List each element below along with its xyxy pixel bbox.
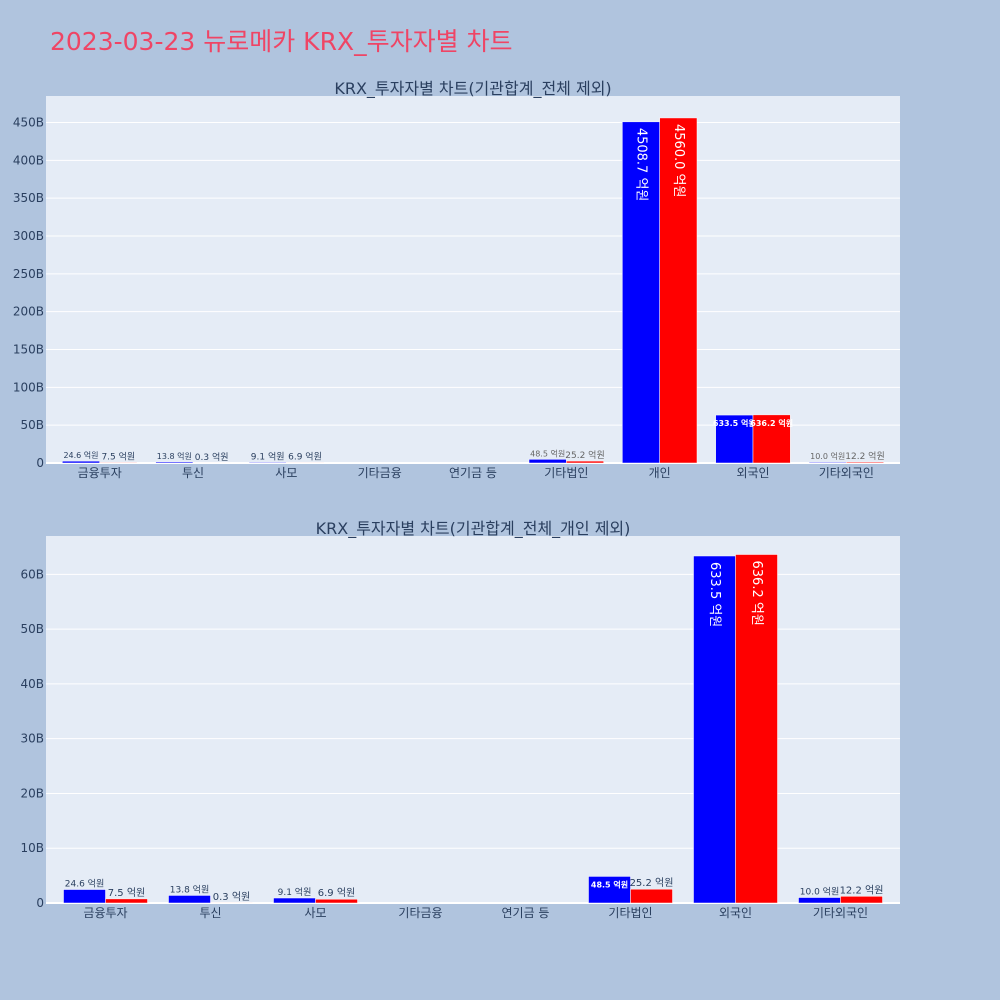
chart1-y-tick-label: 0 xyxy=(36,456,44,470)
chart2-title: KRX_투자자별 차트(기관합계_전체_개인 제외) xyxy=(316,519,631,539)
chart2-data-label: 9.1 억원 xyxy=(278,886,312,898)
chart1-data-label: 13.8 억원 xyxy=(157,451,192,461)
page-title: 2023-03-23 뉴로메카 KRX_투자자별 차트 xyxy=(50,27,513,56)
chart2-data-label: 633.5 억원 xyxy=(707,562,722,627)
chart2-x-tick-label: 사모 xyxy=(304,906,326,920)
chart1-bar xyxy=(99,462,138,464)
chart1-x-tick-label: 외국인 xyxy=(736,466,769,480)
chart1-bar xyxy=(248,462,287,464)
chart1-data-label: 636.2 억원 xyxy=(750,418,793,428)
chart1-title: KRX_투자자별 차트(기관합계_전체 제외) xyxy=(334,79,611,99)
chart1-x-tick-label: 기타금융 xyxy=(358,466,402,480)
chart1-data-label: 4560.0 억원 xyxy=(671,124,686,198)
chart2-data-label: 12.2 억원 xyxy=(840,884,884,896)
chart2-y-tick-label: 0 xyxy=(36,896,44,910)
chart2-data-label: 48.5 억원 xyxy=(591,879,628,889)
chart1-bar xyxy=(528,459,567,464)
chart2-y-tick-label: 20B xyxy=(20,786,44,800)
chart1-bar xyxy=(846,461,884,464)
chart1-data-label: 9.1 억원 xyxy=(251,450,285,462)
chart1-data-label: 24.6 억원 xyxy=(63,450,98,460)
chart1-bar xyxy=(566,460,604,464)
chart2-bar xyxy=(273,897,316,904)
chart1-data-label: 0.3 억원 xyxy=(195,451,229,463)
chart2-bar xyxy=(315,898,358,904)
chart1-data-label: 4508.7 억원 xyxy=(634,128,649,202)
chart1-bar xyxy=(622,121,660,464)
chart1-data-label: 12.2 억원 xyxy=(845,450,884,462)
chart2-x-tick-label: 금융투자 xyxy=(83,906,127,920)
chart1-bar xyxy=(286,462,324,464)
chart1-y-tick-label: 450B xyxy=(13,115,44,129)
chart2-y-tick-label: 40B xyxy=(20,677,44,691)
chart1-x-tick-label: 사모 xyxy=(275,466,297,480)
chart1-y-tick-label: 300B xyxy=(13,229,44,243)
chart1-data-label: 10.0 억원 xyxy=(810,451,845,461)
chart1-x-tick-label: 개인 xyxy=(649,466,671,480)
chart2-x-tick-label: 기타금융 xyxy=(398,906,442,920)
chart1-y-tick-label: 250B xyxy=(13,267,44,281)
chart2-bar xyxy=(105,898,148,904)
chart2-bar xyxy=(630,888,673,904)
chart2-x-tick-label: 연기금 등 xyxy=(502,906,550,920)
chart1-data-label: 48.5 억원 xyxy=(530,448,565,458)
chart1-y-tick-label: 150B xyxy=(13,342,44,356)
chart1-bar xyxy=(752,414,791,464)
chart2-data-label: 0.3 억원 xyxy=(213,891,250,903)
chart2-y-tick-label: 50B xyxy=(20,622,44,636)
chart2-bar xyxy=(798,897,841,904)
chart2-data-label: 636.2 억원 xyxy=(749,561,764,626)
chart1-x-tick-label: 기타법인 xyxy=(544,466,588,480)
chart1-x-tick-label: 기타외국인 xyxy=(819,466,874,480)
chart1-x-tick-label: 연기금 등 xyxy=(449,466,497,480)
chart1-y-tick-label: 350B xyxy=(13,191,44,205)
chart1-data-label: 25.2 억원 xyxy=(565,449,604,461)
chart1-y-tick-label: 100B xyxy=(13,380,44,394)
chart2-bar xyxy=(693,555,736,904)
chart1-x-tick-label: 금융투자 xyxy=(78,466,122,480)
chart2-x-tick-label: 투신 xyxy=(199,906,221,920)
chart2-x-tick-label: 기타법인 xyxy=(608,906,652,920)
chart2-data-label: 24.6 억원 xyxy=(65,878,104,890)
chart1-bar xyxy=(659,117,698,464)
chart1-data-label: 633.5 억원 xyxy=(713,418,756,428)
chart2-data-label: 7.5 억원 xyxy=(108,887,145,899)
chart1-bar xyxy=(62,460,100,464)
chart2-data-label: 25.2 억원 xyxy=(630,877,674,889)
chart1-data-label: 6.9 억원 xyxy=(288,450,322,462)
chart2-y-tick-label: 10B xyxy=(20,841,44,855)
chart2-bar xyxy=(168,895,211,904)
chart1-plot-area xyxy=(46,96,900,463)
chart1-bar xyxy=(155,461,194,464)
chart2-bar xyxy=(840,896,883,904)
chart2-data-label: 6.9 억원 xyxy=(318,887,355,899)
chart1-y-tick-label: 400B xyxy=(13,153,44,167)
chart2-data-label: 13.8 억원 xyxy=(170,883,209,895)
chart1-bar xyxy=(808,461,847,464)
chart1-bar xyxy=(715,414,754,464)
chart1-y-tick-label: 50B xyxy=(20,418,44,432)
chart2-y-tick-label: 30B xyxy=(20,732,44,746)
chart1-x-tick-label: 투신 xyxy=(182,466,204,480)
chart2-x-tick-label: 외국인 xyxy=(719,906,752,920)
chart1-y-tick-label: 200B xyxy=(13,305,44,319)
chart2-bar xyxy=(63,889,106,904)
chart2-y-tick-label: 60B xyxy=(20,567,44,581)
chart2-bar xyxy=(735,554,778,904)
chart1-data-label: 7.5 억원 xyxy=(101,450,135,462)
chart2-x-tick-label: 기타외국인 xyxy=(813,906,868,920)
chart2-data-label: 10.0 억원 xyxy=(800,886,839,898)
